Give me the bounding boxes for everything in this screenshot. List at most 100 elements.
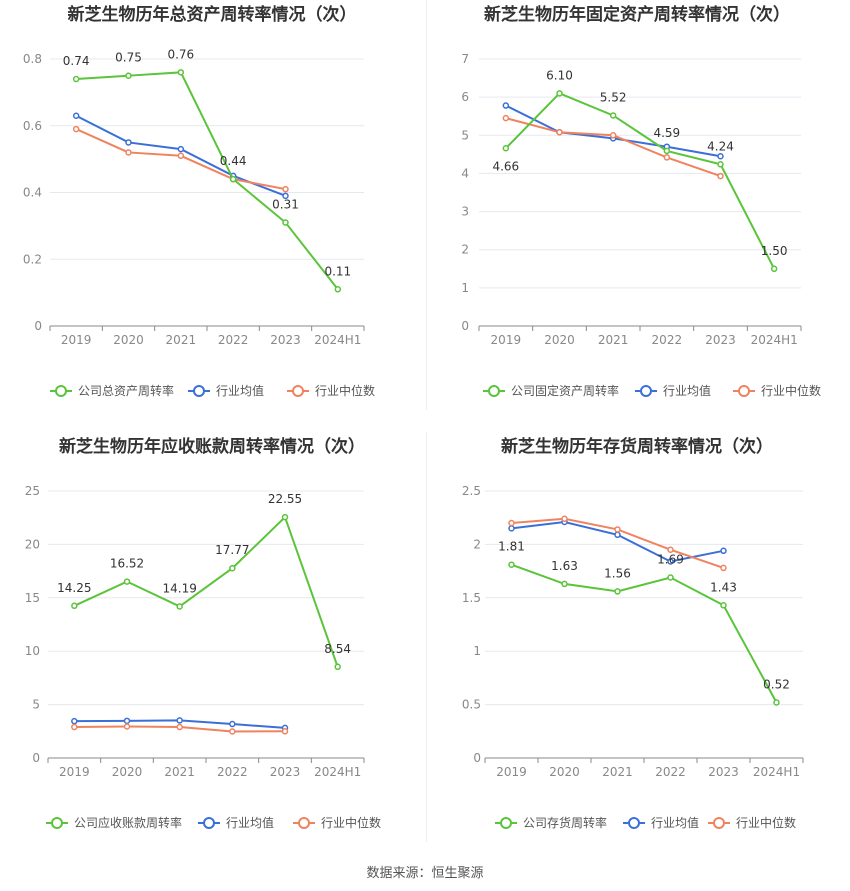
y-tick-label: 2.5 <box>462 484 481 498</box>
y-tick-label: 7 <box>461 52 469 66</box>
data-point-median <box>667 546 674 553</box>
legend-marker <box>488 385 500 397</box>
legend-marker <box>500 817 512 829</box>
series-line-median <box>511 517 724 569</box>
x-tick-label: 2023 <box>270 333 301 347</box>
data-point-company <box>556 90 563 97</box>
data-point-median <box>502 114 510 122</box>
legend-item-avg[interactable]: 行业均值 <box>635 383 711 398</box>
x-tick-label: 2024H1 <box>753 765 800 779</box>
legend-item-avg[interactable]: 行业均值 <box>198 815 274 830</box>
y-tick-label: 2 <box>461 243 469 257</box>
data-point-company <box>720 602 727 609</box>
y-tick-label: 1 <box>473 644 481 658</box>
chart-receivable-turnover: 新芝生物历年应收账款周转率情况（次） 0 5 10 15 20 25 2019 2020 2021… <box>0 432 425 842</box>
chart-total-asset-turnover: 新芝生物历年总资产周转率情况（次） 0 0.2 0.4 0.6 0.8 2019 2020 20… <box>0 0 425 410</box>
legend-label: 行业均值 <box>663 383 711 398</box>
y-tick-label: 1 <box>461 281 469 295</box>
legend-item-company[interactable]: 公司应收账款周转率 <box>46 815 182 830</box>
y-tick-label: 5 <box>32 698 40 712</box>
data-label: 5.52 <box>600 90 627 104</box>
legend-label: 公司存货周转率 <box>523 815 607 830</box>
data-point-median <box>609 132 617 139</box>
legend-item-company[interactable]: 公司固定资产周转率 <box>483 383 619 398</box>
chart-title: 新芝生物历年存货周转率情况（次） <box>501 436 773 457</box>
series-line-company <box>76 71 339 290</box>
data-point-company <box>614 588 621 595</box>
data-point-company <box>282 219 289 226</box>
legend-label: 行业均值 <box>226 815 274 830</box>
series-line-company <box>511 563 778 703</box>
data-point-median <box>123 723 131 730</box>
data-point-avg <box>667 558 674 565</box>
legend-marker <box>193 385 205 397</box>
data-point-avg <box>229 720 236 728</box>
data-label: 0.74 <box>63 54 90 68</box>
data-point-company <box>281 513 289 521</box>
x-tick-label: 2024H1 <box>314 333 361 347</box>
data-point-company <box>125 72 132 79</box>
legend-item-median[interactable]: 行业中位数 <box>733 383 821 398</box>
chart-title: 新芝生物历年应收账款周转率情况（次） <box>59 436 365 457</box>
x-tick-label: 2021 <box>166 333 197 347</box>
data-point-company <box>502 145 510 152</box>
x-tick-label: 2020 <box>112 765 143 779</box>
chart-svg: 新芝生物历年存货周转率情况（次） 0 0.5 1 1.5 2 2.5 2019 2020 2021… <box>462 436 804 830</box>
data-label: 6.10 <box>546 68 573 82</box>
data-label: 0.76 <box>167 47 194 61</box>
data-point-avg <box>177 145 185 153</box>
data-point-company <box>561 580 568 588</box>
data-point-company <box>770 265 778 273</box>
legend-item-company[interactable]: 公司总资产周转率 <box>50 383 174 398</box>
y-tick-label: 3 <box>461 205 469 219</box>
data-point-company <box>176 603 183 610</box>
legend-marker <box>640 385 652 397</box>
legend-marker <box>298 817 310 829</box>
data-point-company <box>334 286 342 293</box>
x-tick-label: 2021 <box>602 765 633 779</box>
data-label: 1.43 <box>710 580 737 594</box>
data-label: 0.52 <box>763 677 790 691</box>
data-point-company <box>72 75 80 83</box>
x-tick-label: 2023 <box>708 765 739 779</box>
legend-marker <box>738 385 750 397</box>
data-point-median <box>176 723 183 731</box>
series-line-company <box>73 515 339 668</box>
x-tick-label: 2022 <box>655 765 686 779</box>
legend-marker <box>55 385 67 397</box>
legend-item-company[interactable]: 公司存货周转率 <box>495 815 607 830</box>
data-label: 1.69 <box>657 553 684 567</box>
x-tick-label: 2019 <box>59 765 90 779</box>
legend-marker <box>713 817 725 829</box>
divider-bottom <box>426 432 427 842</box>
data-label: 1.63 <box>551 559 578 573</box>
data-source: 数据来源：恒生聚源 <box>366 866 484 881</box>
data-label: 8.54 <box>324 642 351 656</box>
data-point-company <box>717 161 724 168</box>
data-point-median <box>561 515 568 523</box>
legend-label: 行业中位数 <box>315 383 375 398</box>
chart-title: 新芝生物历年总资产周转率情况（次） <box>68 4 357 25</box>
x-tick-label: 2019 <box>61 333 92 347</box>
data-point-median <box>282 185 289 193</box>
chart-fixed-asset-turnover: 新芝生物历年固定资产周转率情况（次） 0 1 2 3 4 5 6 7 2019 2020 2021 20… <box>425 0 850 410</box>
data-point-median <box>663 154 671 161</box>
legend-item-median[interactable]: 行业中位数 <box>287 383 375 398</box>
data-point-median <box>71 723 78 731</box>
data-label: 17.77 <box>215 543 249 557</box>
data-point-median <box>125 149 132 156</box>
data-label: 14.19 <box>162 581 196 595</box>
data-point-avg <box>123 717 131 725</box>
legend-item-avg[interactable]: 行业均值 <box>623 815 699 830</box>
chart-title: 新芝生物历年固定资产周转率情况（次） <box>484 4 790 25</box>
legend-item-median[interactable]: 行业中位数 <box>293 815 381 830</box>
legend-label: 公司总资产周转率 <box>78 383 174 398</box>
legend-label: 行业中位数 <box>761 383 821 398</box>
legend-item-avg[interactable]: 行业均值 <box>188 383 264 398</box>
y-tick-label: 10 <box>25 644 40 658</box>
data-point-company <box>609 112 617 119</box>
data-point-company <box>334 663 341 671</box>
legend-item-median[interactable]: 行业中位数 <box>708 815 796 830</box>
x-tick-label: 2024H1 <box>751 333 798 347</box>
legend-label: 行业中位数 <box>321 815 381 830</box>
